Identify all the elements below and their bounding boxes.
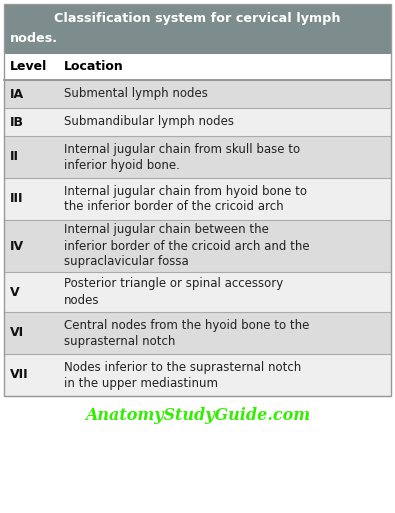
Text: Internal jugular chain from hyoid bone to
the inferior border of the cricoid arc: Internal jugular chain from hyoid bone t… (64, 185, 307, 213)
Text: nodes.: nodes. (10, 32, 58, 45)
FancyBboxPatch shape (4, 272, 391, 312)
Text: Central nodes from the hyoid bone to the
suprasternal notch: Central nodes from the hyoid bone to the… (64, 319, 309, 347)
Text: Classification system for cervical lymph: Classification system for cervical lymph (54, 12, 340, 25)
Text: Internal jugular chain from skull base to
inferior hyoid bone.: Internal jugular chain from skull base t… (64, 143, 300, 171)
FancyBboxPatch shape (4, 108, 391, 136)
Text: Submandibular lymph nodes: Submandibular lymph nodes (64, 115, 234, 128)
Text: IB: IB (10, 115, 24, 128)
Text: V: V (10, 286, 20, 299)
FancyBboxPatch shape (4, 136, 391, 178)
Text: Location: Location (64, 61, 124, 73)
Text: Submental lymph nodes: Submental lymph nodes (64, 88, 208, 101)
Text: IA: IA (10, 88, 24, 101)
Text: VII: VII (10, 368, 28, 382)
FancyBboxPatch shape (4, 220, 391, 272)
Text: Level: Level (10, 61, 47, 73)
FancyBboxPatch shape (4, 354, 391, 396)
Text: Internal jugular chain between the
inferior border of the cricoid arch and the
s: Internal jugular chain between the infer… (64, 224, 310, 268)
Text: VI: VI (10, 326, 24, 340)
FancyBboxPatch shape (4, 4, 391, 54)
FancyBboxPatch shape (4, 178, 391, 220)
Text: AnatomyStudyGuide.com: AnatomyStudyGuide.com (85, 407, 310, 424)
FancyBboxPatch shape (4, 80, 391, 108)
Text: II: II (10, 150, 19, 164)
Text: IV: IV (10, 240, 24, 252)
FancyBboxPatch shape (4, 312, 391, 354)
Text: III: III (10, 192, 23, 206)
Text: Nodes inferior to the suprasternal notch
in the upper mediastinum: Nodes inferior to the suprasternal notch… (64, 361, 301, 389)
Text: Posterior triangle or spinal accessory
nodes: Posterior triangle or spinal accessory n… (64, 278, 283, 306)
FancyBboxPatch shape (4, 54, 391, 80)
